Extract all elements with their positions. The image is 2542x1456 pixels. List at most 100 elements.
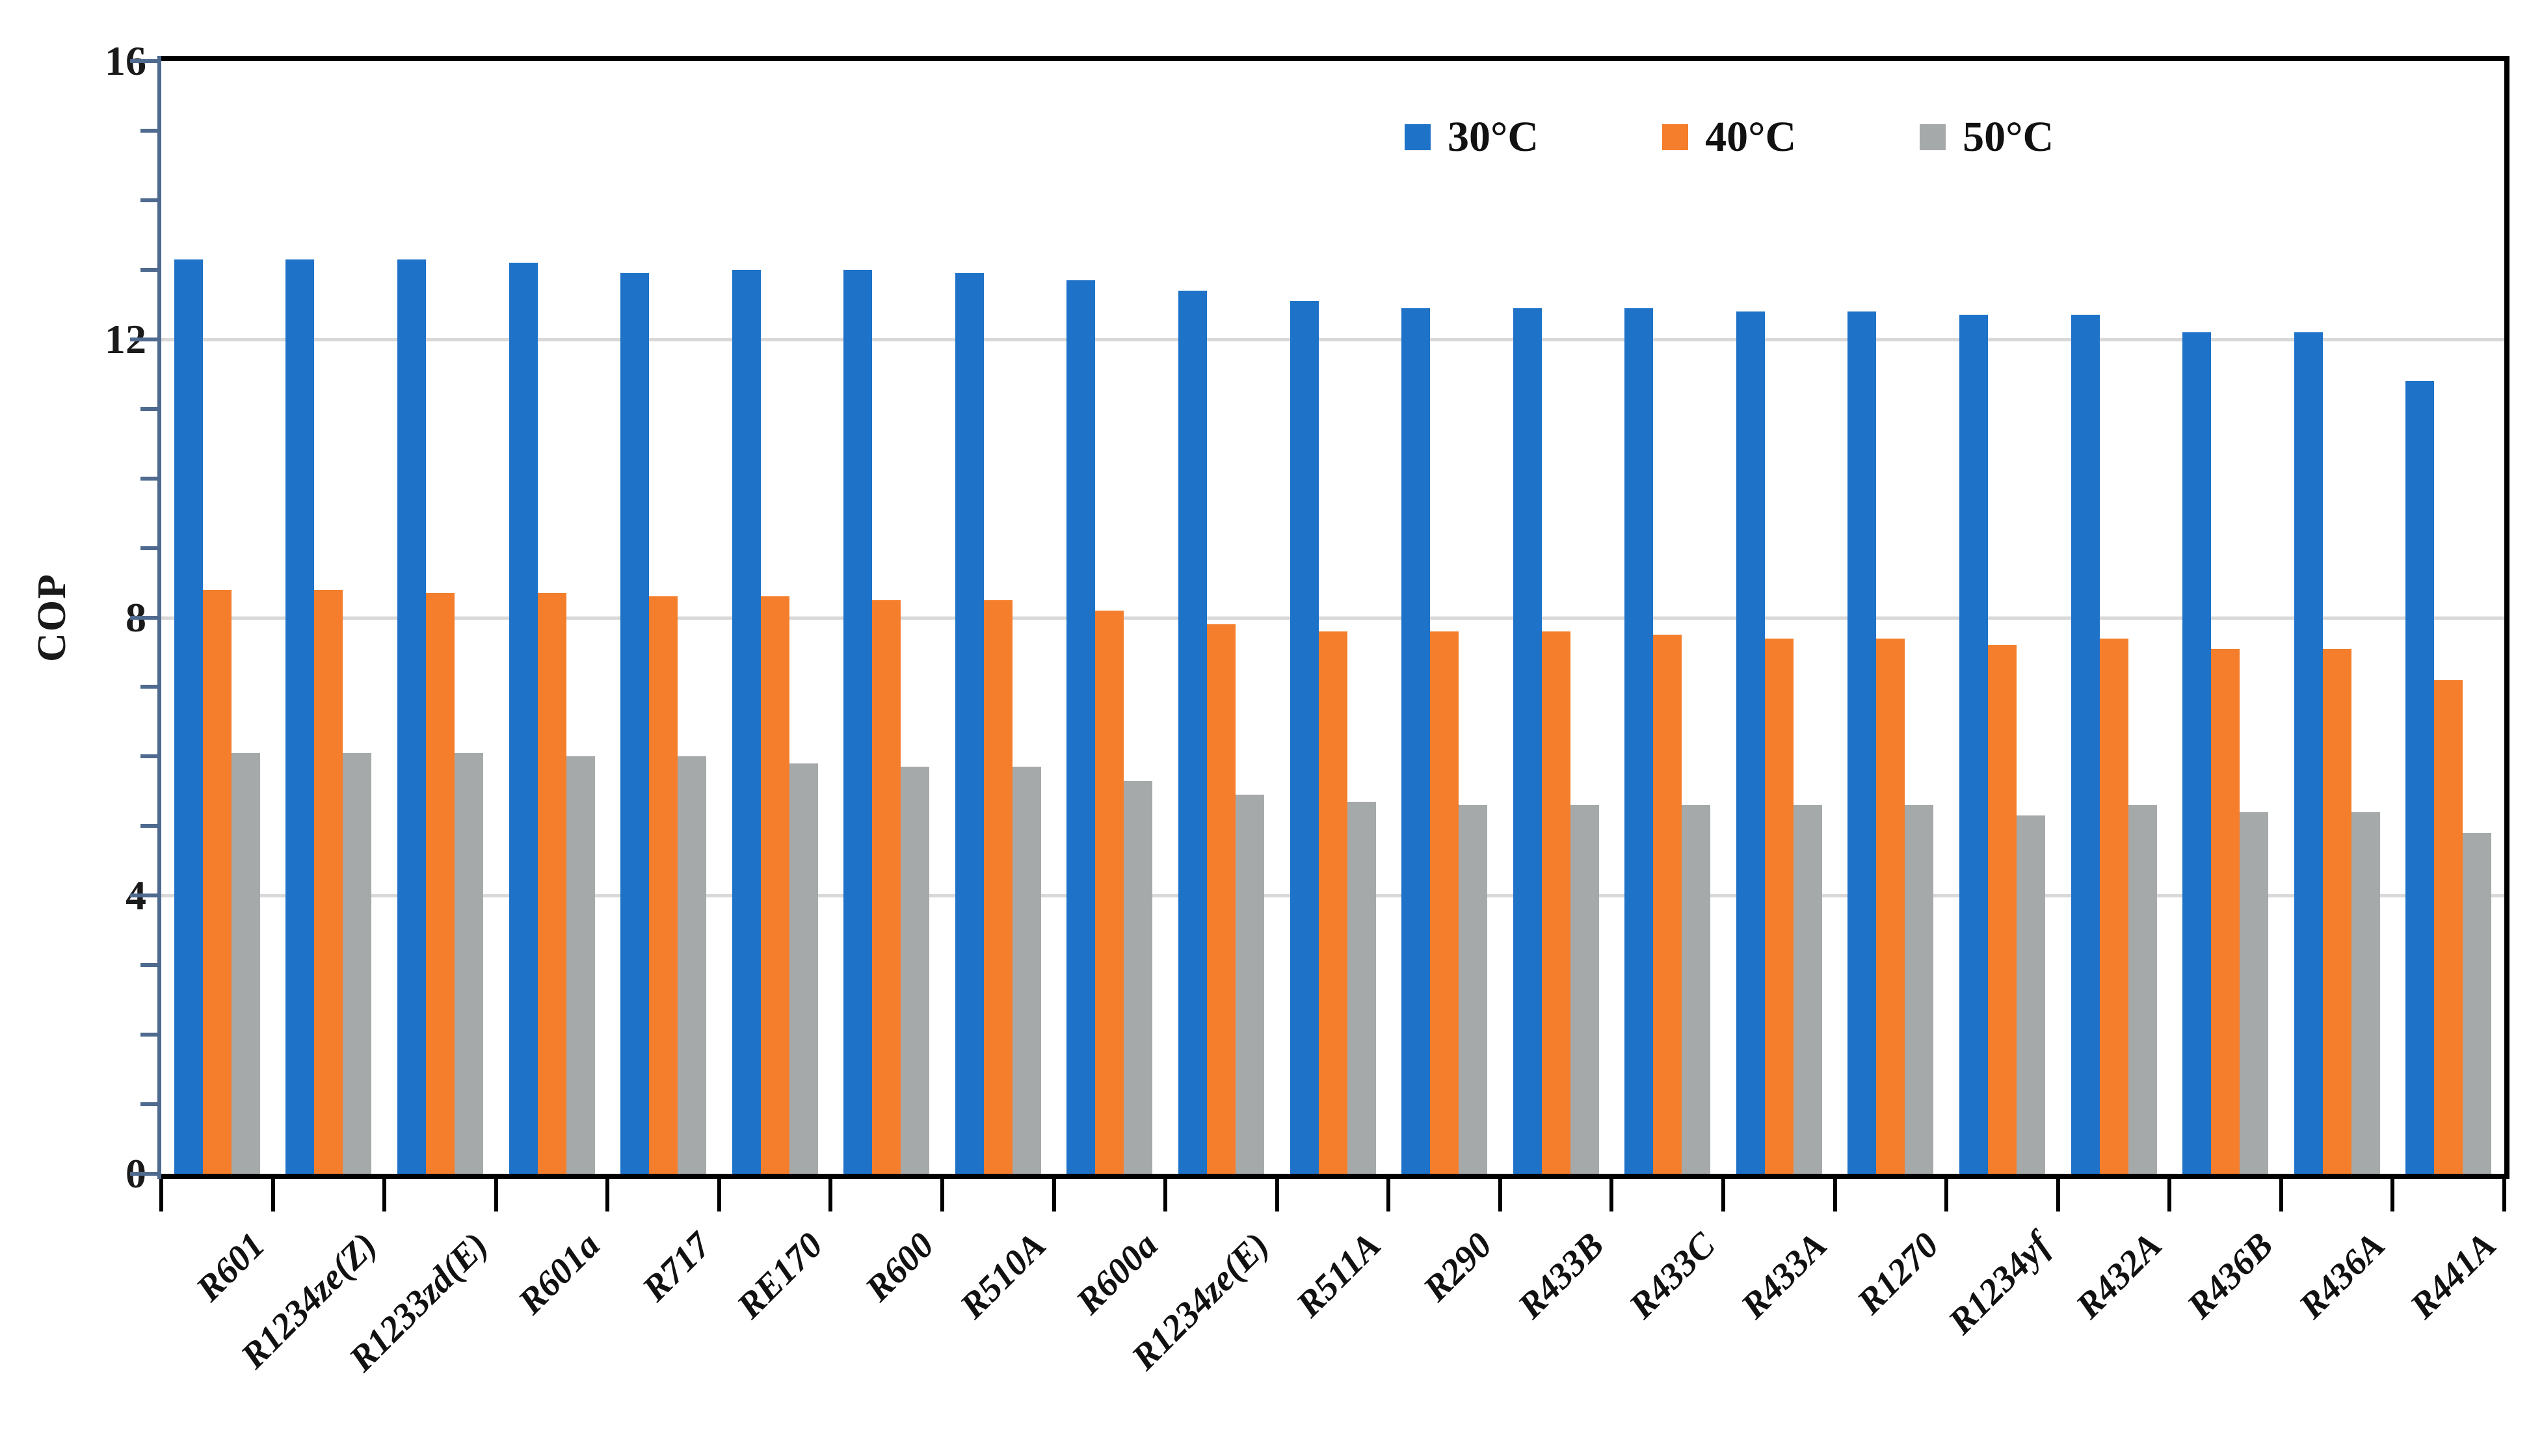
x-label-R510A: R510A	[952, 1224, 1054, 1327]
bar-40°C-R290	[1430, 631, 1459, 1174]
y-minor-tick-10	[140, 476, 157, 481]
y-tick-label-12: 12	[105, 315, 146, 362]
y-axis-line	[157, 56, 161, 1179]
bar-30°C-R600	[843, 269, 873, 1174]
x-label-RE170: RE170	[729, 1224, 831, 1327]
legend-label-50°C: 50°C	[1963, 113, 2054, 161]
legend-label-40°C: 40°C	[1705, 113, 1797, 161]
bar-50°C-R1233zd(E)	[454, 753, 483, 1174]
y-minor-tick-7	[140, 685, 157, 689]
bar-30°C-R436B	[2182, 332, 2212, 1174]
y-tick-label-8: 8	[126, 594, 146, 641]
x-label-R433B: R433B	[1510, 1224, 1612, 1327]
bar-30°C-R433B	[1513, 308, 1542, 1174]
bar-40°C-R1234ze(E)	[1206, 624, 1236, 1174]
bar-series-container	[161, 61, 2504, 1174]
bar-50°C-R510A	[1012, 767, 1041, 1174]
x-label-R441A: R441A	[2402, 1224, 2504, 1327]
x-label-R436A: R436A	[2291, 1224, 2393, 1327]
x-tick-1	[271, 1179, 275, 1211]
bar-30°C-R433A	[1736, 311, 1765, 1174]
x-tick-15	[1833, 1179, 1837, 1211]
x-label-R601: R601	[188, 1224, 273, 1310]
x-label-R436B: R436B	[2179, 1224, 2281, 1327]
bar-50°C-R433B	[1570, 805, 1599, 1174]
bar-50°C-R290	[1459, 805, 1488, 1174]
x-tick-11	[1386, 1179, 1391, 1211]
bar-50°C-R432A	[2128, 805, 2157, 1174]
bar-40°C-R1234ze(Z)	[314, 589, 343, 1174]
bar-group-R1270	[1835, 61, 1947, 1174]
bar-50°C-R601	[231, 753, 260, 1174]
bar-40°C-R717	[649, 596, 678, 1174]
bar-30°C-R600a	[1066, 280, 1096, 1174]
bar-30°C-R601a	[509, 263, 538, 1174]
bar-30°C-R511A	[1290, 300, 1319, 1174]
bar-30°C-R436A	[2294, 332, 2323, 1174]
y-major-tick-0	[130, 1172, 157, 1176]
y-major-tick-4	[130, 893, 157, 898]
bar-group-RE170	[719, 61, 831, 1174]
bar-50°C-R441A	[2463, 833, 2492, 1174]
y-major-tick-8	[130, 615, 157, 620]
bar-group-R432A	[2058, 61, 2170, 1174]
x-tick-19	[2279, 1179, 2283, 1211]
bar-40°C-R510A	[983, 600, 1013, 1174]
bar-group-R433C	[1612, 61, 1724, 1174]
y-major-tick-12	[130, 337, 157, 341]
legend-swatch-icon-40°C	[1662, 124, 1689, 150]
bar-30°C-R433C	[1624, 308, 1654, 1174]
x-tick-14	[1721, 1179, 1725, 1211]
bar-30°C-R441A	[2405, 380, 2435, 1174]
bar-50°C-R600a	[1124, 780, 1153, 1174]
bar-40°C-R436A	[2322, 648, 2351, 1174]
bar-group-R433B	[1500, 61, 1612, 1174]
bar-50°C-R433C	[1682, 805, 1711, 1174]
bar-40°C-R1270	[1876, 638, 1905, 1174]
bar-group-R600a	[1054, 61, 1166, 1174]
y-minor-tick-15	[140, 128, 157, 133]
y-minor-tick-1	[140, 1102, 157, 1107]
bar-40°C-R433A	[1764, 638, 1794, 1174]
legend: 30°C 40°C 50°C	[1405, 116, 2054, 159]
bar-30°C-R1234yf	[1959, 315, 1989, 1174]
bar-group-R1234ze(Z)	[273, 61, 385, 1174]
bar-50°C-R1234ze(E)	[1235, 795, 1264, 1174]
x-tick-10	[1275, 1179, 1279, 1211]
x-label-R717: R717	[635, 1224, 719, 1310]
bar-40°C-R441A	[2434, 680, 2463, 1174]
bar-30°C-R432A	[2071, 315, 2100, 1174]
y-major-tick-16	[130, 59, 157, 63]
x-label-R600a: R600a	[1068, 1224, 1166, 1323]
x-tick-20	[2390, 1179, 2395, 1211]
x-tick-18	[2167, 1179, 2172, 1211]
x-tick-4	[605, 1179, 610, 1211]
bar-group-R717	[607, 61, 719, 1174]
bar-50°C-R1270	[1905, 805, 1934, 1174]
bar-group-R290	[1388, 61, 1500, 1174]
x-tick-17	[2056, 1179, 2060, 1211]
x-tick-6	[828, 1179, 833, 1211]
gridline-y-12	[161, 338, 2504, 341]
y-minor-tick-11	[140, 406, 157, 411]
x-tick-21	[2502, 1179, 2506, 1211]
bar-50°C-RE170	[789, 763, 818, 1174]
y-minor-tick-3	[140, 963, 157, 968]
bar-50°C-R1234ze(Z)	[343, 753, 372, 1174]
y-minor-tick-5	[140, 824, 157, 828]
bar-group-R601	[161, 61, 273, 1174]
bar-40°C-R511A	[1318, 631, 1347, 1174]
bar-group-R510A	[942, 61, 1054, 1174]
bar-30°C-R1234ze(E)	[1178, 290, 1207, 1174]
x-tick-0	[159, 1179, 163, 1211]
x-tick-7	[940, 1179, 944, 1211]
bar-30°C-RE170	[732, 269, 761, 1174]
legend-item-50°C: 50°C	[1920, 116, 2054, 159]
y-minor-tick-13	[140, 267, 157, 272]
x-label-R433C: R433C	[1621, 1224, 1723, 1327]
bar-40°C-R436B	[2211, 648, 2240, 1174]
bar-group-R436A	[2281, 61, 2393, 1174]
y-tick-label-16: 16	[105, 38, 146, 84]
bar-30°C-R601	[174, 259, 203, 1174]
